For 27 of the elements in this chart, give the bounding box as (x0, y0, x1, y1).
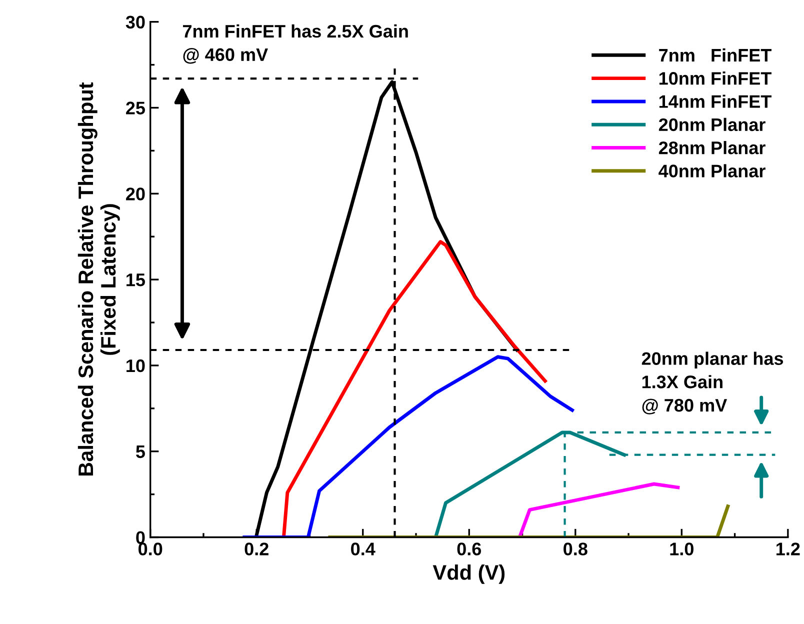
text: 1.2 (776, 542, 800, 556)
x-tick-label: 0.8 (564, 542, 588, 556)
annotation: 20nm planar has 1.3X Gain @ 780 mV (642, 352, 784, 414)
y-tick-label: 30 (126, 16, 145, 29)
line-series (518, 482, 680, 538)
y-tick-label: 0 (136, 531, 145, 544)
x-tick-label: 0.2 (244, 542, 268, 556)
y-tick-label: 25 (126, 102, 145, 114)
y-tick-label: 5 (136, 445, 145, 458)
y-tick-label: 15 (126, 274, 145, 286)
y-tick-label: 20 (126, 188, 145, 200)
y-axis-title: Balanced Scenario Relative Throughput (Fixed Latency) (78, 82, 120, 476)
legend-label: 7nm FinFET (659, 48, 772, 62)
x-tick-label: 0.6 (457, 542, 482, 556)
x-axis-title: Vdd (V) (432, 564, 505, 584)
x-tick-label: 0.4 (351, 542, 376, 556)
line-series (282, 240, 547, 538)
legend-label: 14nm FinFET (659, 94, 772, 108)
legend-label: 20nm Planar (658, 118, 766, 132)
y-tick-label: 10 (126, 359, 145, 372)
legend-label: 40nm Planar (658, 164, 766, 178)
line-series (242, 355, 574, 538)
legend-label: 10nm FinFET (659, 72, 772, 85)
text: 1.0 (670, 542, 694, 556)
legend-label: 28nm Planar (658, 141, 766, 154)
annotation: 7nm FinFET has 2.5X Gain @ 460 mV (183, 24, 408, 64)
text: 0.0 (138, 542, 162, 556)
